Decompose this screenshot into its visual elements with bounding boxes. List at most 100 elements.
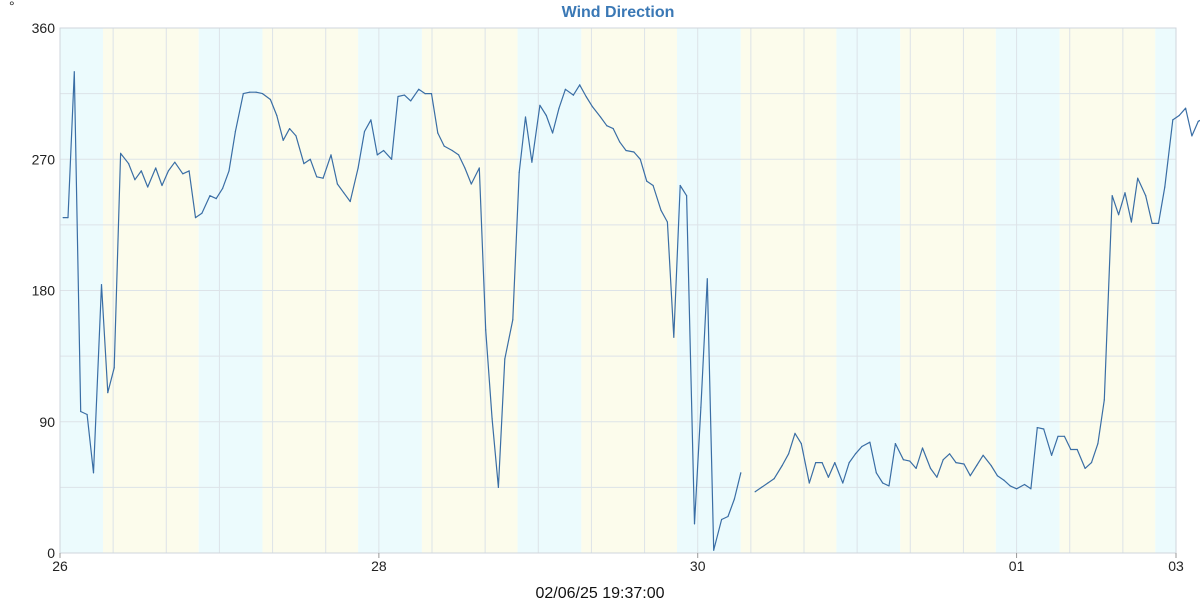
data-point: [990, 464, 992, 467]
data-point: [161, 184, 163, 187]
data-point: [976, 464, 978, 467]
data-point: [921, 447, 924, 449]
data-point: [478, 167, 480, 169]
data-point: [781, 464, 783, 467]
data-point: [376, 154, 378, 156]
data-point: [437, 132, 439, 134]
data-point: [464, 167, 466, 169]
data-point: [397, 95, 399, 98]
data-point: [1063, 435, 1065, 437]
data-point: [733, 498, 736, 500]
data-point: [760, 486, 763, 488]
y-axis-unit-label: °: [9, 0, 15, 14]
data-point: [740, 472, 742, 474]
data-point: [1009, 485, 1011, 487]
data-point: [773, 478, 775, 480]
data-point: [1137, 177, 1139, 179]
data-point: [316, 176, 318, 178]
data-point: [92, 472, 95, 474]
data-point: [458, 154, 460, 156]
data-point: [936, 476, 938, 478]
data-point: [443, 145, 445, 147]
data-point: [1185, 107, 1187, 109]
data-point: [842, 482, 844, 484]
data-point: [713, 549, 715, 551]
data-point: [1172, 119, 1174, 121]
x-tick-label: 03: [1168, 558, 1184, 574]
data-point: [357, 167, 359, 169]
data-point: [894, 443, 897, 445]
data-point: [875, 472, 877, 474]
data-point: [67, 217, 69, 219]
data-point: [234, 130, 236, 133]
data-point: [504, 358, 506, 360]
data-point: [909, 460, 911, 462]
data-point: [107, 392, 109, 394]
data-point: [869, 441, 871, 443]
y-tick-label: 270: [32, 151, 56, 167]
data-point: [228, 170, 230, 172]
data-point: [261, 93, 264, 95]
y-tick-label: 180: [32, 283, 56, 299]
data-point: [485, 329, 487, 331]
data-point: [62, 217, 64, 219]
plot-frame: [59, 27, 1177, 554]
data-point: [410, 100, 412, 102]
data-point: [1164, 186, 1166, 188]
y-tick-label: 90: [39, 414, 55, 430]
data-point: [86, 413, 88, 416]
data-point: [383, 149, 385, 152]
data-point: [1076, 448, 1078, 451]
data-point: [222, 187, 224, 189]
data-point: [1003, 479, 1005, 481]
data-point: [827, 476, 830, 478]
data-point: [969, 475, 971, 477]
x-tick-label: 26: [52, 558, 68, 574]
data-point: [693, 523, 696, 525]
data-point: [276, 114, 278, 117]
data-point: [660, 209, 662, 211]
data-point: [242, 93, 244, 95]
y-tick-label: 360: [32, 20, 56, 36]
data-point: [767, 482, 769, 484]
data-point: [585, 95, 587, 98]
data-point: [882, 482, 884, 484]
data-point: [309, 158, 311, 160]
chart-title: Wind Direction: [562, 4, 675, 21]
data-point: [572, 94, 575, 96]
data-point: [1043, 428, 1045, 430]
x-axis-ticks: 26 28 30 01 03: [52, 553, 1184, 574]
series-line: [754, 107, 1200, 493]
y-axis-ticks: 0 90 180 270 360: [32, 20, 56, 561]
data-point: [403, 94, 405, 96]
data-point: [982, 454, 984, 456]
data-point: [599, 116, 602, 118]
data-point: [1036, 427, 1038, 429]
data-point: [470, 183, 472, 185]
y-tick-label: 0: [47, 545, 55, 561]
data-point: [120, 152, 122, 154]
data-point: [808, 482, 810, 484]
data-point: [545, 114, 547, 117]
data-point: [1070, 448, 1072, 451]
data-point: [854, 453, 857, 455]
chart-timestamp: 02/06/25 19:37:00: [535, 585, 664, 600]
data-point: [282, 139, 284, 141]
data-point: [848, 462, 850, 464]
data-point: [255, 91, 257, 93]
data-point: [915, 467, 917, 469]
data-point: [524, 116, 527, 118]
data-point: [418, 88, 420, 90]
data-point: [269, 98, 271, 101]
data-point: [929, 467, 932, 469]
x-tick-label: 30: [690, 558, 706, 574]
data-point: [1103, 399, 1105, 401]
data-point: [727, 515, 729, 518]
data-point: [564, 88, 567, 90]
data-point: [134, 179, 136, 181]
data-point: [430, 93, 433, 95]
data-point: [167, 170, 169, 172]
data-point: [128, 163, 130, 165]
data-point: [834, 462, 836, 464]
